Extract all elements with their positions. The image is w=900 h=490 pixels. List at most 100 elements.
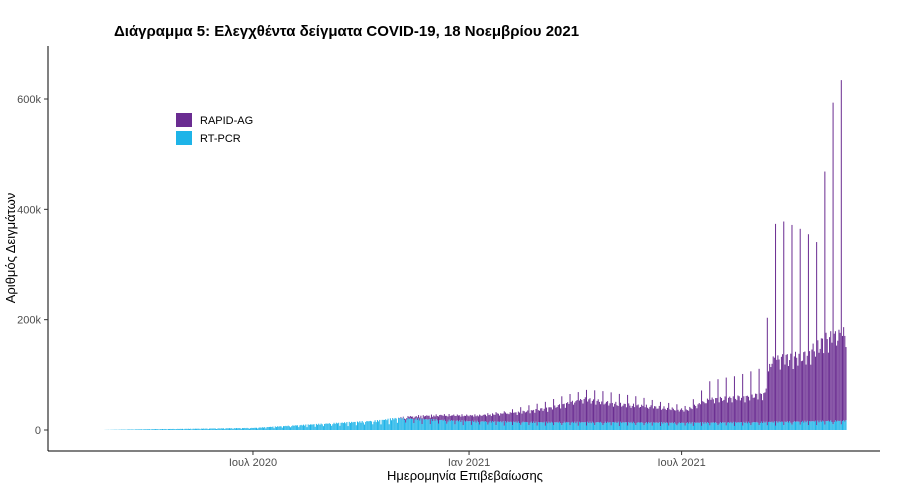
bar-rt-pcr-2020-09-13 [339, 425, 341, 430]
bar-rapid-ag-2020-11-20 [419, 417, 421, 421]
bar-rapid-ag-2021-06-08 [654, 406, 656, 423]
bar-rt-pcr-2021-02-27 [535, 421, 537, 430]
bar-rt-pcr-2021-01-14 [483, 421, 485, 430]
bar-rt-pcr-2020-11-13 [411, 418, 412, 430]
bar-rt-pcr-2021-10-15 [805, 422, 807, 430]
bar-rt-pcr-2021-01-21 [492, 421, 494, 430]
bar-rt-pcr-2020-04-09 [155, 429, 156, 430]
bar-rapid-ag-2021-03-25 [566, 403, 568, 422]
bar-rapid-ag-2021-09-17 [772, 356, 774, 423]
bar-rt-pcr-2020-08-13 [302, 424, 304, 430]
bar-rt-pcr-2020-08-06 [294, 425, 296, 430]
bar-rt-pcr-2020-11-21 [420, 418, 422, 430]
bar-rt-pcr-2021-08-06 [723, 422, 725, 430]
bar-rt-pcr-2021-09-25 [782, 421, 784, 430]
bar-rapid-ag-2021-02-22 [529, 413, 531, 423]
bar-rapid-ag-2021-04-13 [588, 399, 590, 424]
bar-rt-pcr-2020-09-15 [341, 422, 343, 430]
bar-rt-pcr-2020-05-20 [203, 428, 205, 430]
bar-rapid-ag-2021-06-21 [669, 409, 671, 423]
bar-rt-pcr-2020-10-02 [361, 421, 363, 430]
bar-rapid-ag-2021-06-01 [645, 404, 647, 423]
bar-rt-pcr-2020-11-29 [429, 424, 431, 430]
bar-rapid-ag-2020-11-22 [421, 418, 423, 425]
bar-rapid-ag-2020-12-14 [447, 416, 449, 422]
bar-rt-pcr-2021-07-18 [701, 425, 703, 430]
bar-rt-pcr-2021-07-24 [708, 422, 710, 430]
bar-rt-pcr-2021-09-14 [769, 421, 771, 430]
bar-rapid-ag-2021-09-27 [784, 364, 786, 422]
bar-rt-pcr-2020-08-30 [322, 426, 324, 430]
bar-rt-pcr-2021-01-06 [474, 420, 476, 430]
bar-rt-pcr-2021-07-22 [705, 423, 707, 430]
bar-rapid-ag-2021-09-12 [766, 317, 768, 426]
bar-rt-pcr-2021-03-09 [547, 423, 549, 430]
bar-rapid-ag-2021-06-15 [662, 408, 664, 424]
bar-rt-pcr-2021-03-21 [561, 425, 563, 430]
bar-rapid-ag-2021-10-31 [824, 171, 826, 425]
bar-rapid-ag-2021-03-26 [567, 402, 569, 423]
bar-rt-pcr-2021-04-18 [594, 425, 596, 430]
bar-rapid-ag-2021-11-18 [845, 347, 847, 421]
bar-rt-pcr-2020-08-01 [288, 426, 290, 430]
bar-rapid-ag-2021-02-01 [504, 412, 506, 422]
bar-rapid-ag-2020-12-11 [443, 414, 445, 420]
bar-rt-pcr-2020-04-19 [166, 429, 168, 430]
bar-rapid-ag-2021-01-28 [500, 413, 502, 422]
bar-rapid-ag-2021-10-11 [800, 361, 802, 423]
bar-rt-pcr-2020-07-26 [281, 427, 283, 430]
bar-rapid-ag-2021-04-06 [580, 398, 582, 423]
bar-rt-pcr-2021-04-29 [607, 421, 609, 430]
bar-rt-pcr-2020-11-16 [414, 419, 416, 430]
bar-rt-pcr-2021-05-05 [614, 422, 616, 430]
bar-rapid-ag-2021-09-05 [758, 368, 760, 426]
bar-rapid-ag-2021-07-29 [713, 403, 715, 423]
bar-rapid-ag-2021-09-26 [783, 221, 785, 426]
bar-rt-pcr-2021-04-13 [588, 423, 590, 430]
bar-rapid-ag-2021-02-14 [520, 407, 522, 425]
x-axis-ticks: Ιουλ 2020 Ιαν 2021 Ιουλ 2021 [229, 451, 706, 469]
bar-rt-pcr-2021-11-07 [832, 424, 834, 430]
bar-rapid-ag-2021-05-22 [634, 407, 636, 424]
bar-rapid-ag-2021-04-24 [601, 401, 603, 423]
bar-rapid-ag-2021-09-09 [763, 393, 765, 422]
bar-rt-pcr-2021-05-29 [642, 422, 644, 430]
bar-rt-pcr-2020-07-30 [286, 426, 288, 430]
bar-rapid-ag-2021-08-30 [751, 394, 753, 423]
bar-rt-pcr-2020-09-19 [346, 421, 348, 430]
bar-rapid-ag-2021-02-27 [535, 409, 537, 422]
bar-rapid-ag-2021-10-09 [798, 353, 800, 422]
bar-rt-pcr-2021-06-01 [645, 422, 647, 430]
bar-rt-pcr-2021-06-14 [661, 422, 663, 430]
bar-rapid-ag-2021-08-22 [742, 373, 744, 426]
bar-rapid-ag-2020-12-31 [467, 415, 469, 422]
bar-rapid-ag-2021-07-24 [708, 399, 710, 423]
bar-rt-pcr-2021-09-27 [784, 421, 786, 430]
bar-rt-pcr-2021-08-25 [745, 421, 747, 430]
bar-rt-pcr-2021-10-20 [811, 421, 813, 430]
bar-rapid-ag-2020-11-05 [401, 418, 403, 420]
bar-rt-pcr-2021-05-03 [611, 422, 613, 430]
bar-rapid-ag-2021-01-27 [499, 415, 501, 422]
bar-rt-pcr-2021-05-25 [637, 422, 639, 430]
bar-rt-pcr-2021-06-26 [675, 423, 677, 430]
bar-rapid-ag-2020-11-19 [418, 415, 420, 419]
y-tick-label: 0 [35, 425, 41, 437]
bar-rapid-ag-2021-11-10 [836, 345, 838, 422]
bar-rt-pcr-2020-09-16 [342, 423, 344, 430]
bar-rapid-ag-2021-10-17 [807, 234, 809, 426]
bar-rt-pcr-2021-05-16 [627, 425, 629, 430]
bar-rapid-ag-2021-01-22 [493, 414, 495, 423]
bar-rapid-ag-2021-10-30 [823, 353, 825, 422]
bar-rt-pcr-2020-08-14 [304, 425, 306, 430]
bar-rapid-ag-2021-02-16 [522, 410, 524, 422]
bar-rapid-ag-2021-07-25 [709, 381, 711, 426]
bar-rapid-ag-2021-02-09 [514, 412, 516, 423]
bar-rapid-ag-2021-05-23 [635, 396, 637, 426]
bar-rt-pcr-2021-09-12 [766, 425, 768, 430]
bar-rt-pcr-2021-06-24 [672, 423, 674, 430]
bar-rt-pcr-2020-06-11 [228, 428, 230, 430]
bar-rt-pcr-2021-10-10 [799, 424, 801, 430]
bar-rt-pcr-2021-05-21 [632, 421, 634, 430]
bar-rt-pcr-2020-04-14 [160, 429, 162, 430]
